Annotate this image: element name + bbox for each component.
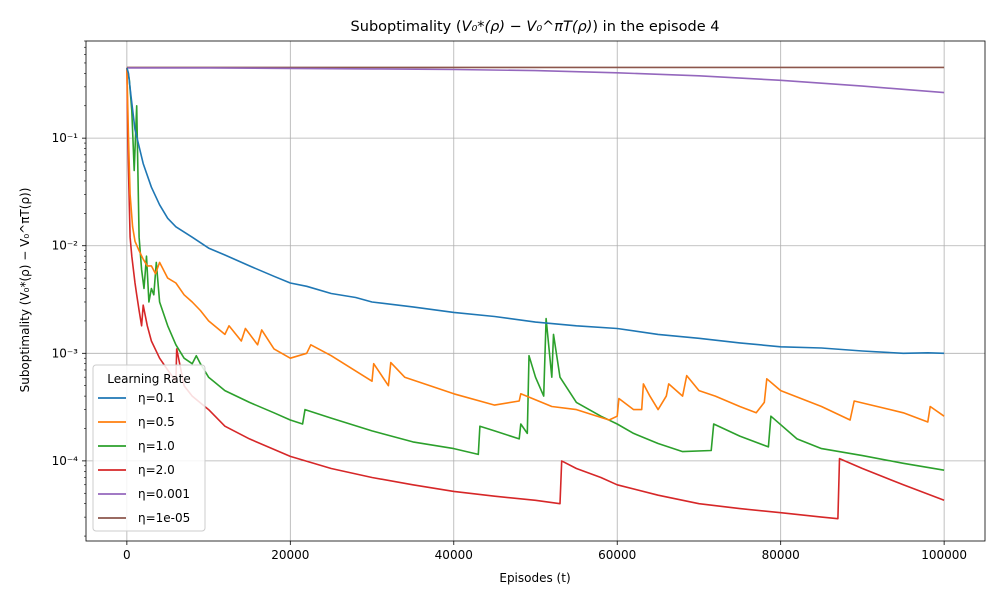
plot-frame [85,40,986,542]
x-axis-title: Episodes (t) [499,571,570,585]
legend-label: η=0.1 [138,391,175,405]
ticks: 0 20000 40000 60000 80000 100000 10⁻⁴ 10⁻³ 10⁻² 1… [52,40,967,562]
grid [86,41,985,541]
y-tick-label: 10⁻² [52,239,79,253]
y-tick-label: 10⁻¹ [52,131,79,145]
y-axis-title: Suboptimality (V₀*(ρ) − V₀^πT(ρ)) [18,188,32,393]
legend-label: η=1e-05 [138,511,190,525]
x-tick-label: 80000 [762,548,800,562]
series-line--0-1 [126,67,945,355]
x-tick-label: 20000 [271,548,309,562]
series-line--1-0 [126,67,945,471]
x-tick-label: 0 [123,548,131,562]
series-line--0-5 [126,67,945,423]
x-tick-label: 60000 [598,548,636,562]
legend-label: η=0.5 [138,415,175,429]
legend-label: η=0.001 [138,487,190,501]
legend-title: Learning Rate [107,372,190,386]
chart-title: Suboptimality (V₀*(ρ) − V₀^πT(ρ)) in the… [351,19,720,35]
legend-label: η=2.0 [138,463,175,477]
x-tick-label: 100000 [921,548,967,562]
y-tick-label: 10⁻⁴ [52,454,79,468]
legend-items: η=0.1 η=0.5 η=1.0 η=2.0 η=0.001 η=1e-05 [98,391,190,525]
legend: Learning Rate η=0.1 η=0.5 η=1.0 η=2.0 η=0.00… [92,364,206,532]
series-line--0-001 [126,67,945,94]
series-lines [126,66,945,520]
series-line--2-0 [126,67,945,520]
legend-box [92,364,206,532]
y-tick-label: 10⁻³ [52,346,79,360]
x-tick-label: 40000 [435,548,473,562]
legend-label: η=1.0 [138,439,175,453]
